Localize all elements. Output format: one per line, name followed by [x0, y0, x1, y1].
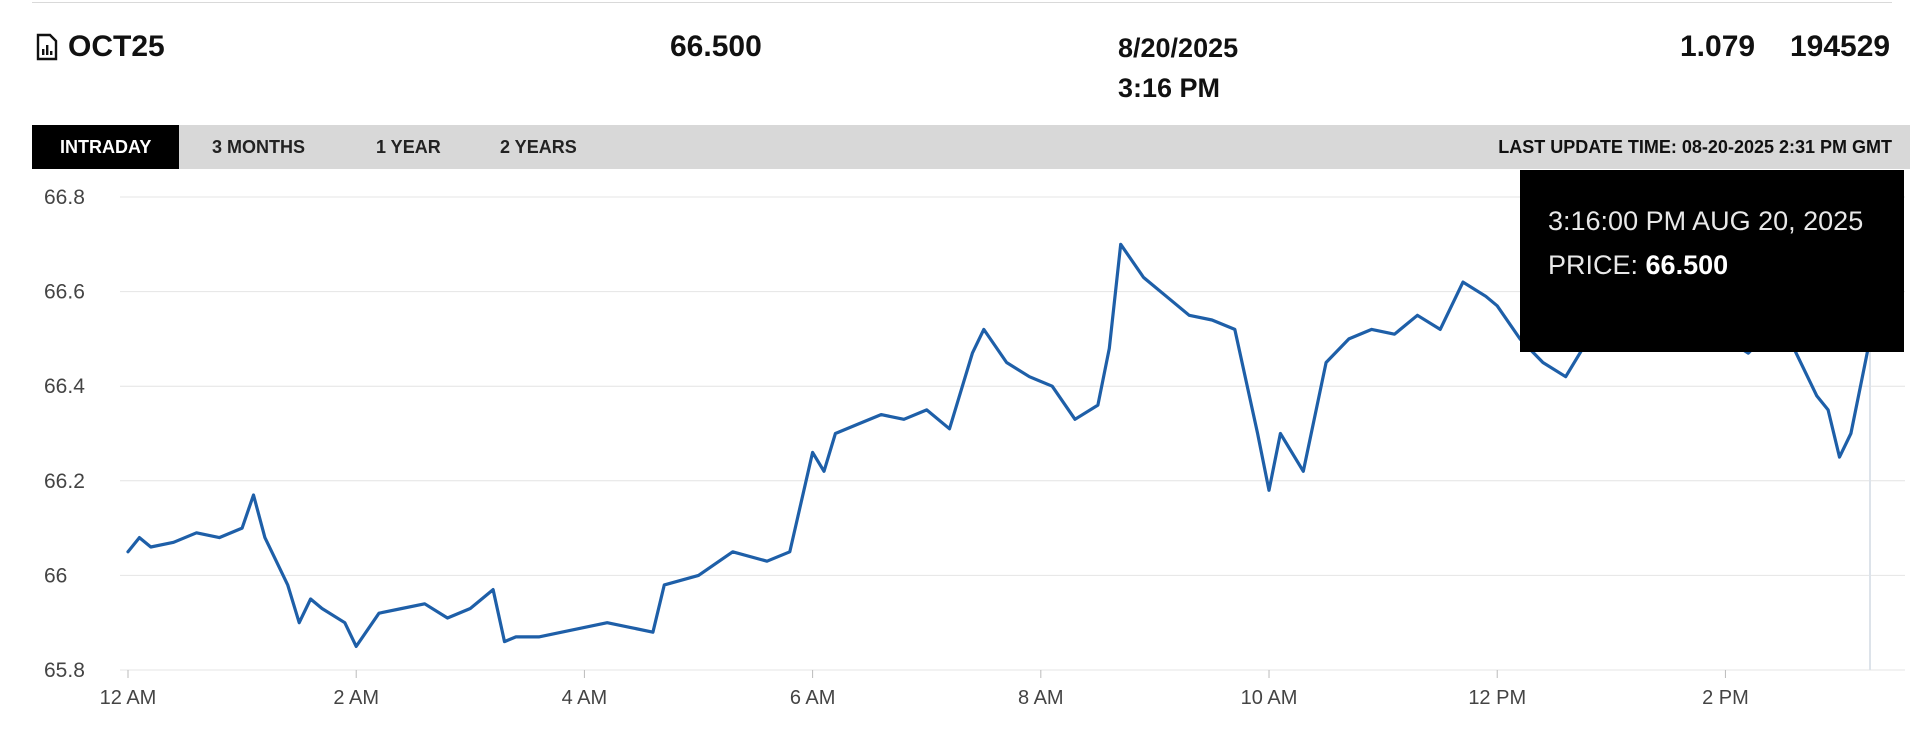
contract-name[interactable]: OCT25	[36, 30, 165, 64]
price-tooltip: 3:16:00 PM AUG 20, 2025 PRICE: 66.500	[1520, 170, 1904, 352]
document-chart-icon	[36, 33, 58, 61]
trade-datetime: 8/20/2025 3:16 PM	[1118, 28, 1238, 108]
price-change: 1.079	[1680, 30, 1756, 63]
y-tick-label: 66.8	[44, 186, 85, 209]
y-tick-label: 66	[44, 564, 67, 587]
x-tick-label: 12 PM	[1468, 687, 1526, 709]
contract-summary: OCT25 66.500 8/20/2025 3:16 PM 1.079 194…	[0, 0, 1920, 120]
last-price: 66.500	[670, 30, 762, 63]
tooltip-time: 3:16:00 PM AUG 20, 2025	[1548, 206, 1864, 236]
x-tick-label: 2 AM	[333, 687, 379, 709]
tab-intraday[interactable]: INTRADAY	[32, 125, 180, 169]
trade-time: 3:16 PM	[1118, 73, 1221, 103]
y-tick-label: 66.6	[44, 281, 85, 304]
x-tick-label: 8 AM	[1018, 687, 1064, 709]
tooltip-price: PRICE: 66.500	[1548, 250, 1728, 281]
tab-3-months[interactable]: 3 MONTHS	[212, 137, 306, 157]
y-tick-label: 65.8	[44, 659, 85, 682]
volume: 194529	[1790, 30, 1891, 63]
contract-label: OCT25	[68, 30, 165, 63]
y-tick-label: 66.2	[44, 470, 85, 493]
y-axis: 66.8 66.6 66.4 66.2 66 65.8	[44, 186, 85, 682]
tab-2-years[interactable]: 2 YEARS	[500, 137, 577, 157]
tooltip-price-value: 66.500	[1645, 250, 1729, 280]
trade-date: 8/20/2025	[1118, 33, 1239, 63]
x-tick-label: 2 PM	[1702, 687, 1749, 709]
y-tick-label: 66.4	[44, 375, 85, 398]
tab-1-year[interactable]: 1 YEAR	[376, 137, 441, 157]
x-tick-label: 10 AM	[1241, 687, 1298, 709]
top-divider	[32, 2, 1892, 3]
range-tab-bar: INTRADAY 3 MONTHS 1 YEAR 2 YEARS LAST UP…	[32, 125, 1910, 169]
last-update-time: LAST UPDATE TIME: 08-20-2025 2:31 PM GMT	[1498, 137, 1892, 157]
x-tick-label: 4 AM	[562, 687, 608, 709]
tooltip-price-label: PRICE:	[1548, 250, 1646, 280]
x-tick-label: 6 AM	[790, 687, 836, 709]
x-tick-label: 12 AM	[100, 687, 157, 709]
x-axis: 12 AM 2 AM 4 AM 6 AM 8 AM 10 AM 12 PM 2 PM	[100, 670, 1749, 709]
